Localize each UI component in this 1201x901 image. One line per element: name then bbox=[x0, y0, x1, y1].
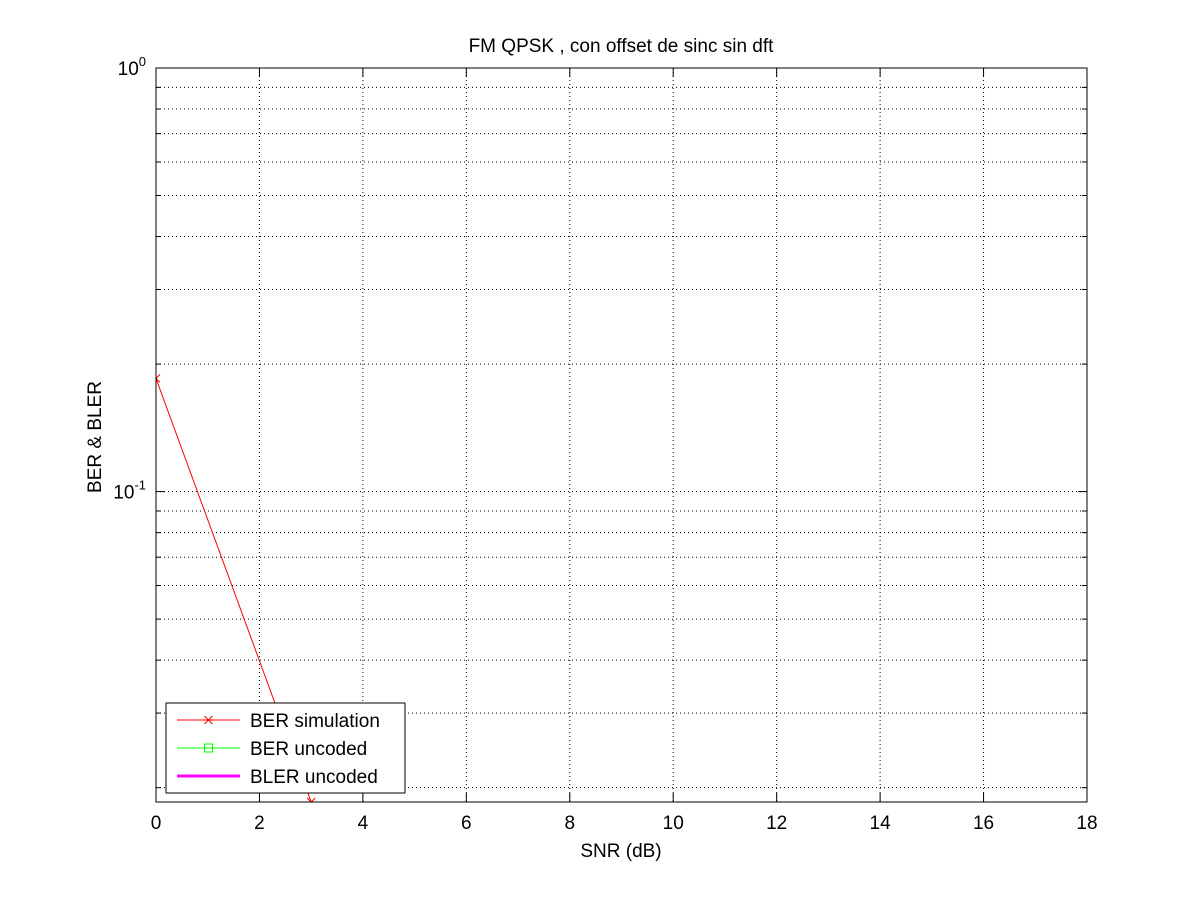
legend-label-ber-simulation: BER simulation bbox=[250, 711, 380, 732]
y-axis-label: BER & BLER bbox=[85, 381, 106, 493]
x-tick-labels: 0 2 4 6 8 10 12 14 16 18 bbox=[151, 813, 1098, 834]
chart-title: FM QPSK , con offset de sinc sin dft bbox=[469, 36, 775, 57]
y-tick-label: 100 bbox=[118, 54, 146, 80]
x-tick-label: 4 bbox=[358, 813, 369, 834]
x-tick-label: 0 bbox=[151, 813, 162, 834]
x-tick-label: 12 bbox=[766, 813, 787, 834]
x-tick-label: 2 bbox=[254, 813, 265, 834]
x-tick-label: 18 bbox=[1076, 813, 1097, 834]
legend-sample-marker bbox=[204, 743, 213, 753]
x-tick-label: 14 bbox=[870, 813, 892, 834]
y-tick-label: 10-1 bbox=[113, 478, 146, 504]
legend-label-bler-uncoded: BLER uncoded bbox=[250, 767, 378, 788]
axes-box bbox=[155, 67, 1088, 803]
x-tick-label: 16 bbox=[973, 813, 994, 834]
y-tick-labels: 100 10-1 bbox=[113, 54, 146, 504]
legend: BER simulation BER uncoded BLER uncoded bbox=[165, 702, 406, 794]
x-axis-label: SNR (dB) bbox=[580, 841, 661, 862]
legend-sample-marker bbox=[204, 715, 213, 725]
plot-area bbox=[156, 68, 1087, 802]
x-tick-label: 6 bbox=[461, 813, 472, 834]
tick-marks bbox=[155, 67, 1088, 802]
x-tick-label: 10 bbox=[663, 813, 684, 834]
legend-label-ber-uncoded: BER uncoded bbox=[250, 739, 367, 760]
data-point bbox=[306, 797, 316, 802]
x-tick-label: 8 bbox=[564, 813, 575, 834]
data-point bbox=[156, 374, 161, 383]
